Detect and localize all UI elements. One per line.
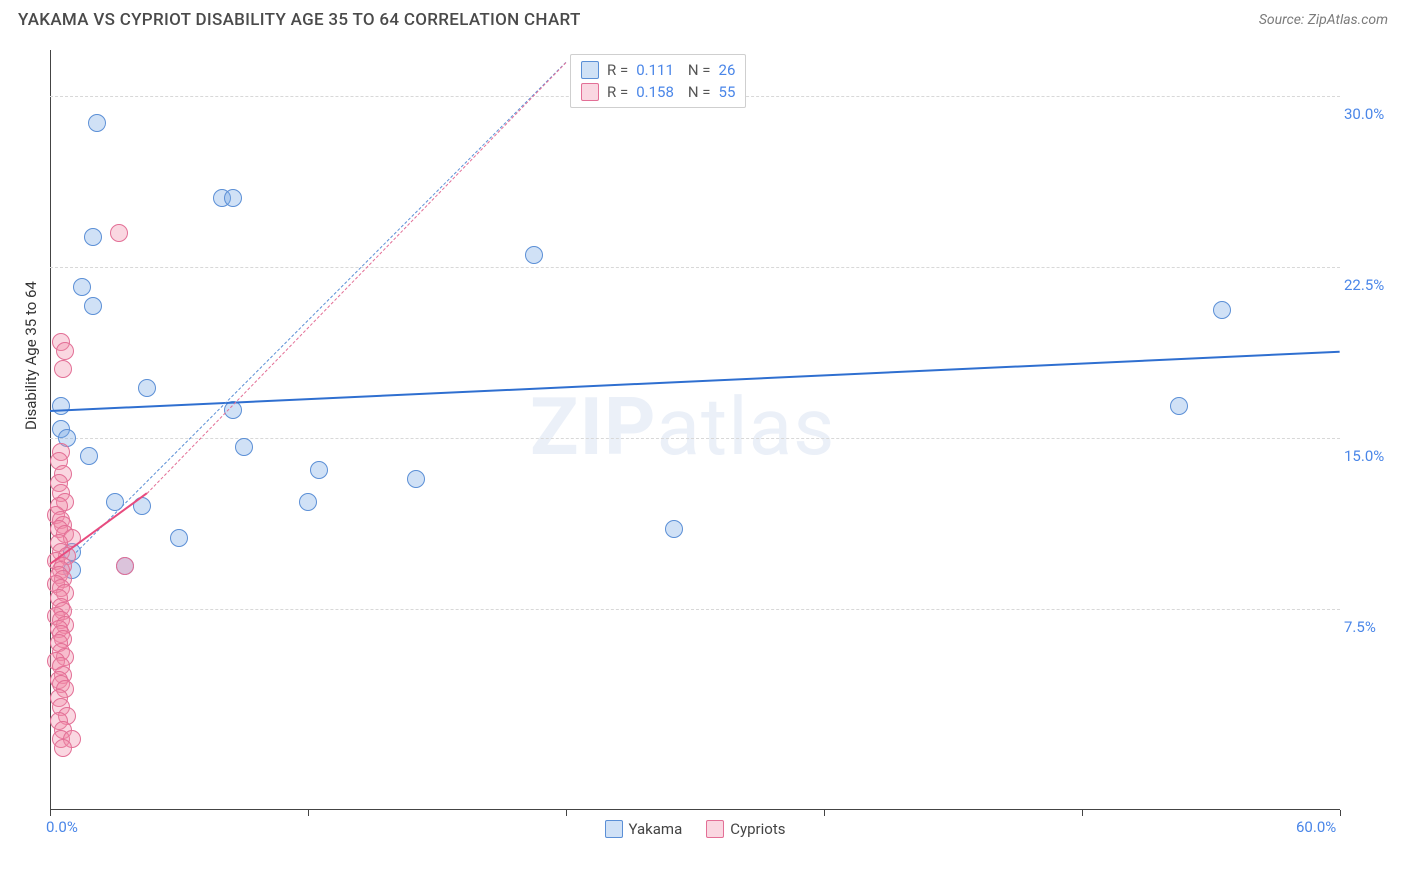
x-tick: [1082, 810, 1083, 816]
watermark: ZIPatlas: [530, 380, 835, 474]
legend-n-label: N =: [688, 61, 711, 79]
chart-source: Source: ZipAtlas.com: [1259, 12, 1388, 28]
legend-r-value: 0.158: [636, 83, 674, 101]
scatter-point: [84, 297, 102, 315]
legend-n-label: N =: [688, 83, 711, 101]
scatter-point: [80, 447, 98, 465]
legend-swatch: [706, 820, 724, 838]
scatter-point: [84, 228, 102, 246]
scatter-point: [73, 278, 91, 296]
chart-title: YAKAMA VS CYPRIOT DISABILITY AGE 35 TO 6…: [18, 10, 581, 30]
scatter-point: [1213, 301, 1231, 319]
scatter-point: [224, 189, 242, 207]
scatter-point: [299, 493, 317, 511]
trend-line: [146, 62, 566, 494]
legend-r-label: R =: [607, 61, 628, 79]
scatter-point: [407, 470, 425, 488]
legend-r-value: 0.111: [636, 61, 674, 79]
scatter-point: [116, 557, 134, 575]
x-tick: [50, 810, 51, 816]
scatter-point: [1170, 397, 1188, 415]
scatter-point: [88, 114, 106, 132]
y-tick-label: 30.0%: [1344, 105, 1380, 123]
x-tick: [566, 810, 567, 816]
correlation-legend: R = 0.111 N = 26 R = 0.158 N = 55: [570, 54, 746, 108]
y-tick-label: 7.5%: [1344, 618, 1380, 636]
scatter-point: [665, 520, 683, 538]
scatter-point: [138, 379, 156, 397]
y-axis-label: Disability Age 35 to 64: [22, 281, 40, 430]
scatter-point: [110, 224, 128, 242]
scatter-point: [235, 438, 253, 456]
legend-r-label: R =: [607, 83, 628, 101]
legend-n-value: 55: [719, 83, 736, 101]
scatter-point: [525, 246, 543, 264]
plot-area: Disability Age 35 to 64 ZIPatlas 7.5%15.…: [50, 50, 1390, 840]
gridline: [50, 267, 1340, 268]
scatter-point: [56, 342, 74, 360]
series-name: Cypriots: [730, 820, 785, 838]
trend-line: [50, 351, 1340, 412]
legend-row: R = 0.111 N = 26: [581, 59, 735, 81]
y-tick-label: 15.0%: [1344, 447, 1380, 465]
series-legend-item: Yakama: [605, 820, 683, 838]
series-name: Yakama: [629, 820, 683, 838]
x-tick: [824, 810, 825, 816]
gridline: [50, 609, 1340, 610]
legend-row: R = 0.158 N = 55: [581, 81, 735, 103]
chart-header: YAKAMA VS CYPRIOT DISABILITY AGE 35 TO 6…: [0, 0, 1406, 36]
series-legend: Yakama Cypriots: [50, 820, 1340, 838]
series-legend-item: Cypriots: [706, 820, 785, 838]
x-axis: [50, 809, 1340, 810]
scatter-point: [54, 360, 72, 378]
legend-swatch: [581, 83, 599, 101]
scatter-point: [52, 397, 70, 415]
legend-n-value: 26: [719, 61, 736, 79]
trend-line: [75, 62, 566, 553]
scatter-point: [54, 739, 72, 757]
y-tick-label: 22.5%: [1344, 276, 1380, 294]
x-tick: [1340, 810, 1341, 816]
x-tick: [308, 810, 309, 816]
legend-swatch: [581, 61, 599, 79]
scatter-point: [170, 529, 188, 547]
legend-swatch: [605, 820, 623, 838]
scatter-point: [310, 461, 328, 479]
